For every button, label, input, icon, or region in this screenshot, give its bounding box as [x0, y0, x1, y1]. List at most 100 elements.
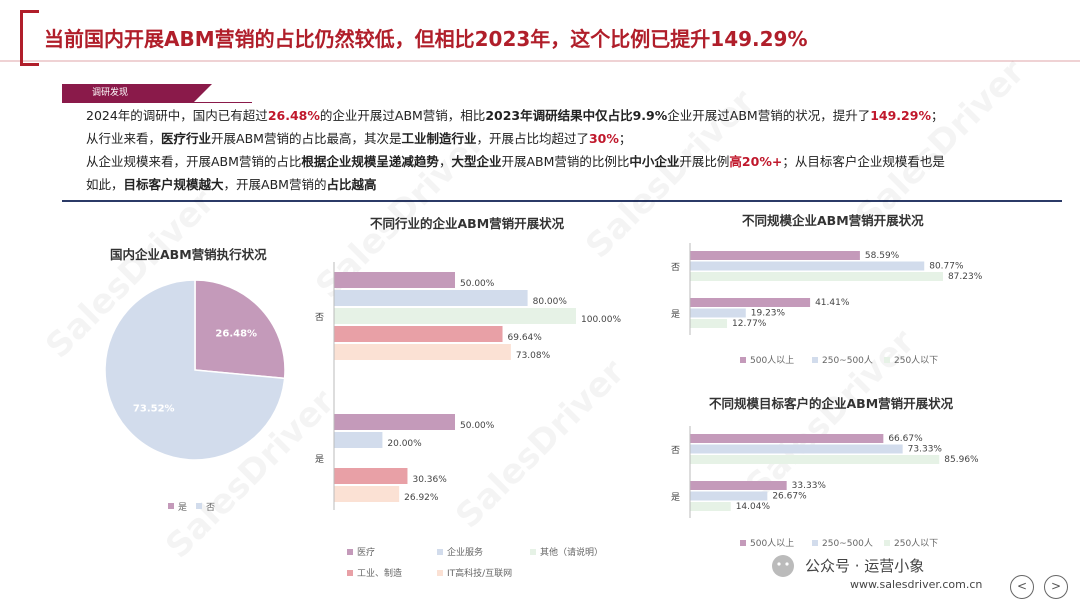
legend-label: 是 — [178, 502, 187, 513]
summary-segment: 26.48% — [267, 108, 320, 123]
bar — [690, 455, 940, 464]
page-title: 当前国内开展ABM营销的占比仍然较低，但相比2023年，这个比例已提升149.2… — [44, 27, 808, 51]
legend-swatch — [347, 549, 353, 555]
legend-swatch — [437, 549, 443, 555]
bar — [334, 272, 455, 288]
pie-chart-title: 国内企业ABM营销执行状况 — [110, 247, 267, 262]
bar-value-label: 14.04% — [736, 502, 771, 512]
industry-chart-title: 不同行业的企业ABM营销开展状况 — [370, 216, 565, 231]
legend-label: 工业、制造 — [357, 567, 402, 579]
legend-label: 250人以下 — [894, 355, 938, 366]
tag-underline — [62, 102, 252, 103]
bar-value-label: 19.23% — [751, 309, 786, 319]
summary-segment: 企业开展过ABM营销的状况，提升了 — [667, 108, 871, 123]
summary-line-3: 从企业规模来看，开展ABM营销的占比根据企业规模呈递减趋势，大型企业开展ABM营… — [86, 150, 1036, 173]
summary-segment: 30% — [588, 131, 619, 146]
bar — [690, 272, 943, 281]
bar-value-label: 73.08% — [516, 351, 551, 361]
category-label: 否 — [315, 312, 324, 323]
legend-swatch — [812, 540, 818, 546]
category-label: 否 — [671, 262, 680, 273]
pie-slice — [104, 279, 286, 461]
legend-swatch — [168, 503, 174, 509]
legend-swatch — [437, 570, 443, 576]
legend-label: 否 — [206, 502, 215, 513]
bar — [690, 481, 787, 490]
summary-segment: ，开展ABM营销的 — [223, 177, 327, 192]
bar — [690, 434, 884, 443]
category-label: 否 — [671, 445, 680, 456]
legend-swatch — [812, 357, 818, 363]
legend-label: 其他（请说明） — [540, 546, 603, 558]
summary-line-4: 如此，目标客户规模越大，开展ABM营销的占比越高 — [86, 173, 1036, 196]
title-underline — [0, 60, 1080, 62]
summary-segment: 工业制造行业 — [401, 131, 477, 146]
legend-label: 250~500人 — [822, 355, 873, 366]
bar-value-label: 69.64% — [508, 333, 543, 343]
bar-value-label: 50.00% — [460, 421, 495, 431]
bar-value-label: 50.00% — [460, 279, 495, 289]
pie-slice — [194, 279, 286, 380]
summary-segment: 医疗行业 — [161, 131, 212, 146]
summary-segment: 根据企业规模呈递减趋势 — [301, 154, 439, 169]
summary-segment: ，开展占比均超过了 — [476, 131, 589, 146]
wechat-label: 公众号 · 运营小象 — [805, 557, 925, 575]
section-divider — [62, 200, 1062, 202]
summary-segment: 2023年调研结果中仅占比9.9% — [485, 108, 668, 123]
watermark-text: SalesDriver — [578, 82, 763, 267]
legend-label: 500人以上 — [750, 355, 794, 366]
pie-slice-label: 73.52% — [133, 404, 175, 415]
summary-segment: 149.29% — [870, 108, 931, 123]
legend-label: 500人以上 — [750, 538, 794, 549]
bar — [334, 432, 383, 448]
bar-value-label: 87.23% — [948, 272, 983, 282]
bar-value-label: 30.36% — [412, 475, 447, 485]
category-label: 是 — [671, 309, 680, 320]
summary-line-1: 2024年的调研中，国内已有超过26.48%的企业开展过ABM营销，相比2023… — [86, 104, 1036, 127]
bar — [334, 326, 503, 342]
bar — [690, 308, 746, 318]
bar — [334, 308, 576, 324]
summary-segment: 开展比例 — [679, 154, 730, 169]
legend-label: 250人以下 — [894, 538, 938, 549]
prev-page-button[interactable]: < — [1010, 575, 1034, 599]
bar — [690, 319, 728, 328]
summary-segment: 如此， — [86, 177, 124, 192]
summary-segment: 开展ABM营销的占比最高，其次是 — [211, 131, 402, 146]
bar — [334, 290, 528, 306]
bar-value-label: 80.00% — [533, 297, 568, 307]
bar-value-label: 73.33% — [908, 445, 943, 455]
title-corner-bracket — [20, 10, 39, 66]
summary-segment: 从行业来看， — [86, 131, 162, 146]
watermark-text: SalesDriver — [738, 322, 923, 507]
pie-slice-label: 26.48% — [215, 328, 257, 339]
legend-swatch — [884, 357, 890, 363]
bar — [690, 251, 860, 260]
summary-segment: 中小企业 — [629, 154, 680, 169]
bar — [690, 261, 925, 271]
legend-label: 医疗 — [357, 546, 375, 558]
bar-value-label: 20.00% — [387, 439, 422, 449]
summary-text: 2024年的调研中，国内已有超过26.48%的企业开展过ABM营销，相比2023… — [86, 104, 1036, 196]
bar — [690, 298, 811, 307]
wechat-icon — [772, 555, 794, 577]
summary-segment: ； — [618, 131, 632, 146]
bar — [334, 468, 408, 484]
site-url[interactable]: www.salesdriver.com.cn — [850, 578, 983, 591]
bar-value-label: 33.33% — [792, 481, 827, 491]
bar — [334, 414, 455, 430]
bar-value-label: 85.96% — [944, 455, 979, 465]
next-page-button[interactable]: > — [1044, 575, 1068, 599]
wechat-icon-eye — [785, 562, 789, 566]
watermark-text: SalesDriver — [848, 52, 1033, 237]
bar — [690, 491, 768, 501]
summary-segment: 开展ABM营销的比例比 — [501, 154, 630, 169]
bar — [690, 444, 903, 454]
category-label: 是 — [671, 492, 680, 503]
legend-label: 企业服务 — [447, 546, 483, 558]
summary-segment: ， — [438, 154, 452, 169]
summary-segment: 从企业规模来看，开展ABM营销的占比 — [86, 154, 302, 169]
section-tag: 调研发现 — [62, 84, 212, 102]
bar-value-label: 26.67% — [772, 492, 807, 502]
